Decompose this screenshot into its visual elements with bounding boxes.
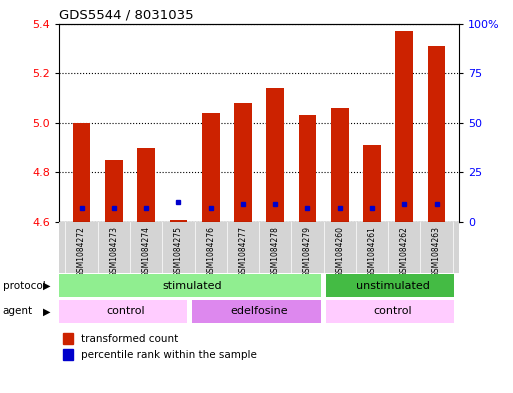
Text: unstimulated: unstimulated <box>356 281 429 291</box>
Bar <box>326 274 454 298</box>
Text: GDS5544 / 8031035: GDS5544 / 8031035 <box>59 8 193 21</box>
Text: agent: agent <box>3 307 33 316</box>
Text: GSM1084272: GSM1084272 <box>77 226 86 277</box>
Text: ▶: ▶ <box>43 307 50 316</box>
Bar <box>428 46 445 222</box>
Text: stimulated: stimulated <box>163 281 222 291</box>
Bar <box>396 31 413 222</box>
Bar <box>63 349 73 360</box>
Text: ▶: ▶ <box>43 281 50 291</box>
Text: GSM1084260: GSM1084260 <box>335 226 344 277</box>
Text: GSM1084279: GSM1084279 <box>303 226 312 277</box>
Text: GSM1084276: GSM1084276 <box>206 226 215 277</box>
Text: GSM1084263: GSM1084263 <box>432 226 441 277</box>
Text: protocol: protocol <box>3 281 45 291</box>
Text: GSM1084262: GSM1084262 <box>400 226 409 277</box>
Text: GSM1084261: GSM1084261 <box>367 226 377 277</box>
Text: GSM1084273: GSM1084273 <box>109 226 119 277</box>
Bar <box>363 145 381 222</box>
Bar <box>59 274 321 298</box>
Text: edelfosine: edelfosine <box>230 307 288 316</box>
Bar <box>326 300 454 323</box>
Text: transformed count: transformed count <box>81 334 178 344</box>
Bar <box>299 116 317 222</box>
Bar <box>73 123 90 222</box>
Bar <box>169 220 187 222</box>
Bar <box>266 88 284 222</box>
Bar <box>331 108 349 222</box>
Text: GSM1084277: GSM1084277 <box>239 226 247 277</box>
Text: GSM1084278: GSM1084278 <box>271 226 280 277</box>
Bar <box>59 300 187 323</box>
Text: GSM1084274: GSM1084274 <box>142 226 151 277</box>
Bar <box>234 103 252 222</box>
Text: control: control <box>373 307 412 316</box>
Text: control: control <box>106 307 145 316</box>
Bar <box>63 333 73 344</box>
Bar <box>202 113 220 222</box>
Bar <box>192 300 321 323</box>
Text: GSM1084275: GSM1084275 <box>174 226 183 277</box>
Text: percentile rank within the sample: percentile rank within the sample <box>81 350 257 360</box>
Bar <box>137 148 155 222</box>
Bar <box>105 160 123 222</box>
